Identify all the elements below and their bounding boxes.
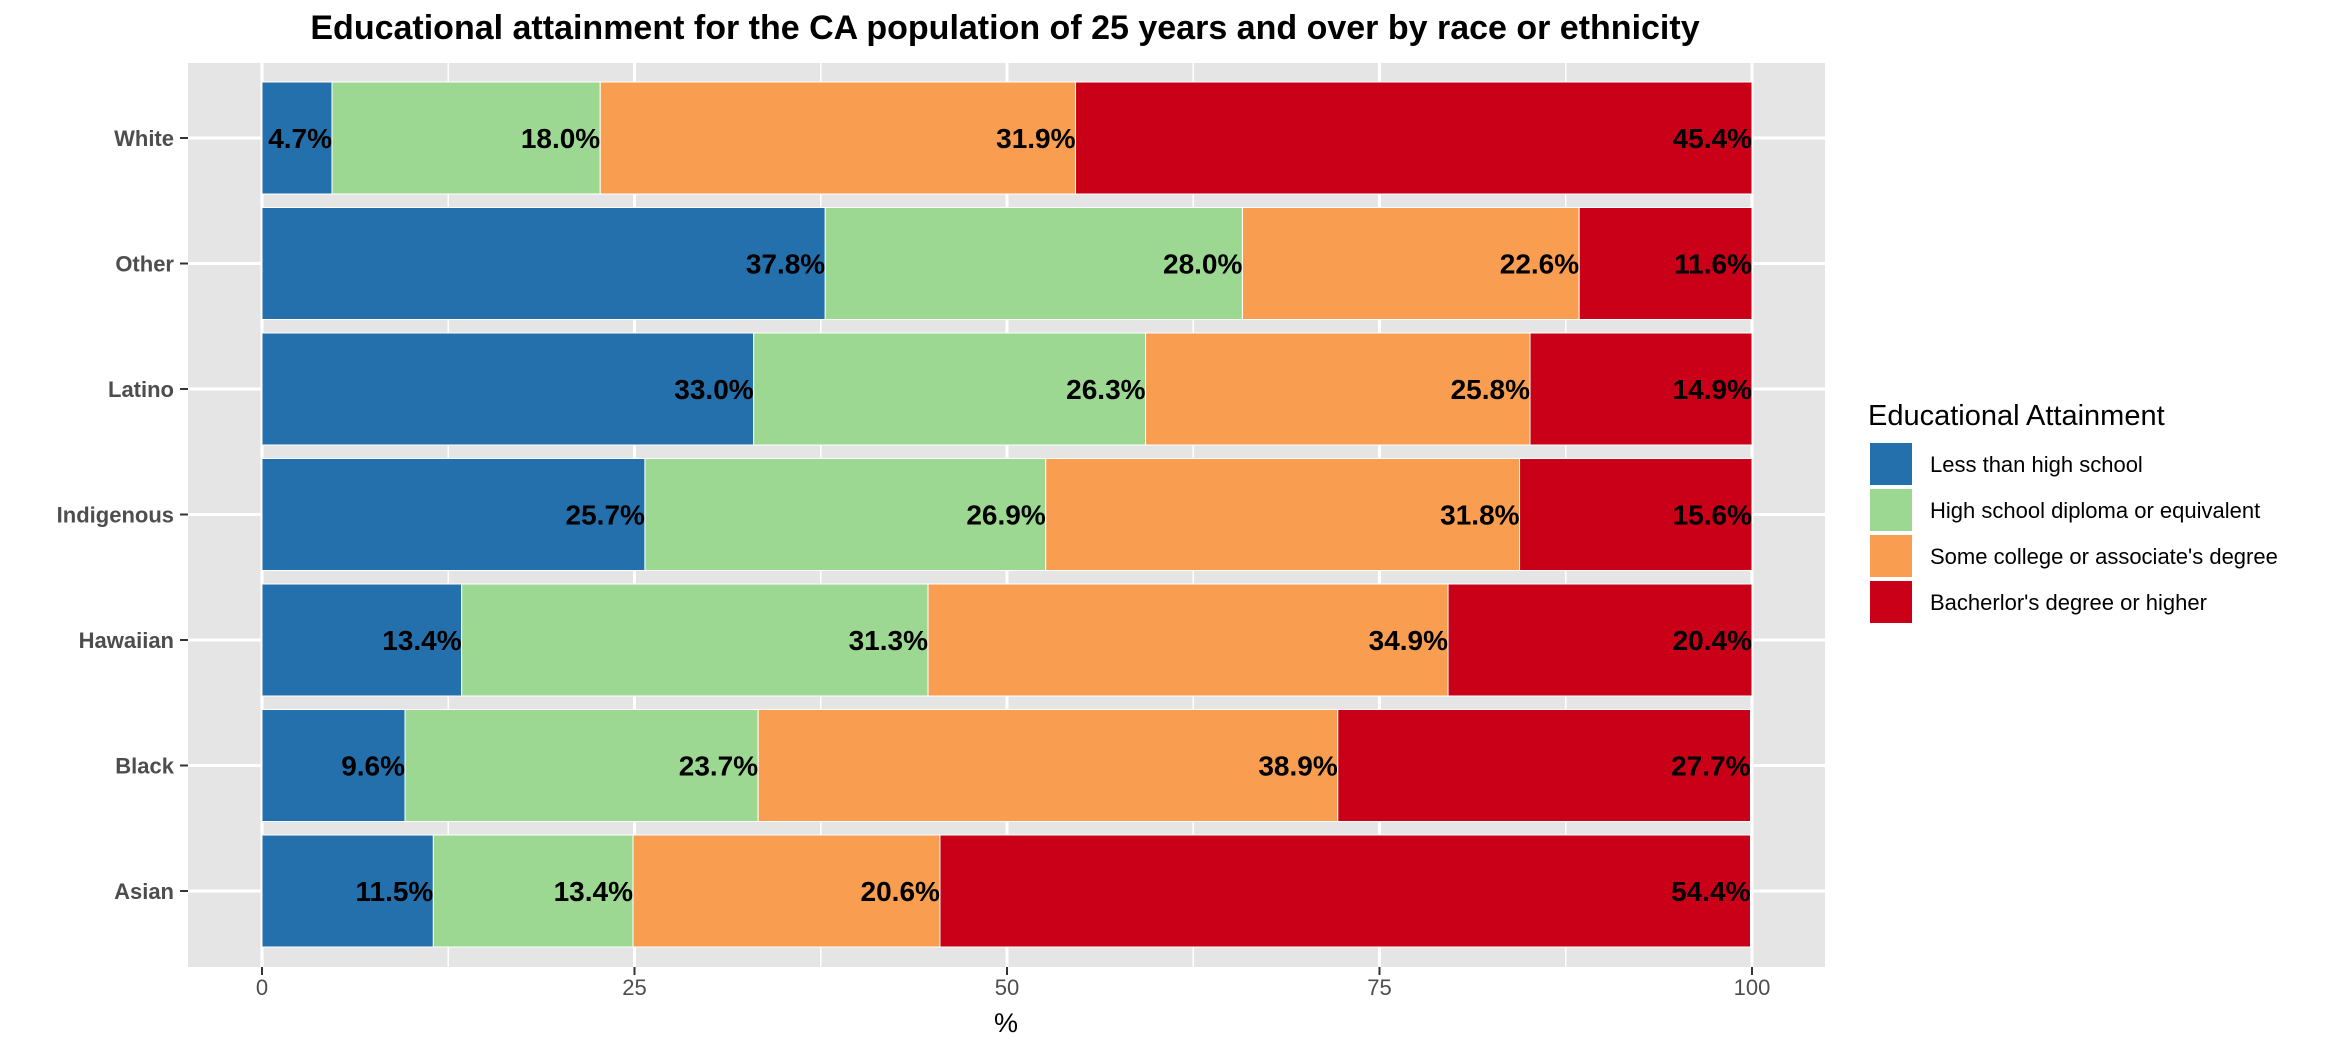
- data-label: 33.0%: [674, 374, 753, 405]
- data-label: 28.0%: [1163, 249, 1242, 280]
- bar-segment: [1578, 207, 1753, 320]
- data-label: 27.7%: [1671, 751, 1750, 782]
- y-tick-label: Latino: [108, 377, 174, 402]
- data-label: 31.3%: [849, 625, 928, 656]
- data-label: 22.6%: [1500, 249, 1579, 280]
- data-label: 11.5%: [355, 876, 433, 907]
- x-tick-label: 50: [995, 975, 1019, 1000]
- data-label: 13.4%: [554, 876, 633, 907]
- data-label: 14.9%: [1673, 374, 1752, 405]
- x-axis: 0 25 50 75 100: [256, 967, 1770, 1000]
- bars: [261, 81, 1753, 948]
- bar-segment: [261, 207, 826, 320]
- x-axis-label: %: [994, 1008, 1018, 1038]
- data-label: 26.9%: [966, 500, 1045, 531]
- bar-segment: [1075, 81, 1753, 195]
- data-labels: 4.7% 18.0% 31.9% 45.4% 37.8% 28.0% 22.6% 11.6% 3…: [268, 123, 1752, 907]
- y-tick-label: Asian: [114, 879, 174, 904]
- bar-segment: [632, 834, 941, 948]
- data-label: 15.6%: [1673, 500, 1752, 531]
- legend-swatch: [1870, 535, 1912, 577]
- data-label: 11.6%: [1674, 249, 1752, 280]
- data-label: 34.9%: [1369, 625, 1448, 656]
- data-label: 37.8%: [746, 249, 825, 280]
- data-label: 45.4%: [1673, 123, 1752, 154]
- legend-label: High school diploma or equivalent: [1930, 498, 2260, 523]
- legend-title: Educational Attainment: [1868, 400, 2165, 432]
- legend-swatch: [1870, 489, 1912, 531]
- x-tick-label: 75: [1367, 975, 1391, 1000]
- y-tick-label: White: [114, 126, 174, 151]
- bar-segment: [1145, 332, 1531, 446]
- bar-segment: [824, 207, 1243, 320]
- data-label: 4.7%: [268, 123, 332, 154]
- legend: Educational Attainment Less than high sc…: [1868, 400, 2278, 623]
- bar-segment: [644, 458, 1047, 571]
- bar-segment: [1519, 458, 1753, 571]
- bar-segment: [261, 709, 406, 822]
- y-tick-label: Indigenous: [57, 503, 174, 528]
- bar-segment: [261, 834, 434, 948]
- y-axis: White Other Latino Indigenous Hawaiian Black A…: [57, 126, 188, 904]
- bar-segment: [599, 81, 1077, 195]
- x-tick-label: 100: [1734, 975, 1771, 1000]
- bar-segment: [432, 834, 634, 948]
- bar-segment: [939, 834, 1752, 948]
- bar-segment: [1529, 332, 1753, 446]
- data-label: 31.8%: [1440, 500, 1519, 531]
- bar-segment: [261, 332, 755, 446]
- legend-swatch: [1870, 581, 1912, 623]
- data-label: 9.6%: [341, 751, 405, 782]
- bar-segment: [404, 709, 759, 822]
- legend-label: Bacherlor's degree or higher: [1930, 590, 2207, 615]
- data-label: 20.6%: [861, 876, 940, 907]
- bar-segment: [1447, 583, 1753, 697]
- y-tick-label: Other: [115, 252, 174, 277]
- data-label: 13.4%: [382, 625, 461, 656]
- legend-label: Some college or associate's degree: [1930, 544, 2278, 569]
- data-label: 54.4%: [1671, 876, 1750, 907]
- data-label: 25.7%: [566, 500, 645, 531]
- data-label: 25.8%: [1451, 374, 1530, 405]
- data-label: 38.9%: [1258, 751, 1337, 782]
- bar-segment: [1241, 207, 1580, 320]
- bar-segment: [261, 583, 463, 697]
- bar-segment: [1045, 458, 1521, 571]
- data-label: 23.7%: [679, 751, 758, 782]
- bar-segment: [1337, 709, 1752, 822]
- bar-segment: [331, 81, 601, 195]
- y-tick-label: Black: [115, 754, 174, 779]
- data-label: 31.9%: [996, 123, 1075, 154]
- data-label: 18.0%: [521, 123, 600, 154]
- data-label: 26.3%: [1066, 374, 1145, 405]
- data-label: 20.4%: [1673, 625, 1752, 656]
- x-tick-label: 0: [256, 975, 268, 1000]
- legend-label: Less than high school: [1930, 452, 2143, 477]
- x-tick-label: 25: [622, 975, 646, 1000]
- y-tick-label: Hawaiian: [79, 628, 174, 653]
- chart-title: Educational attainment for the CA popula…: [310, 9, 1699, 47]
- legend-swatch: [1870, 443, 1912, 485]
- bar-segment: [461, 583, 929, 697]
- bar-segment: [753, 332, 1147, 446]
- bar-segment: [261, 81, 333, 195]
- bar-segment: [757, 709, 1339, 822]
